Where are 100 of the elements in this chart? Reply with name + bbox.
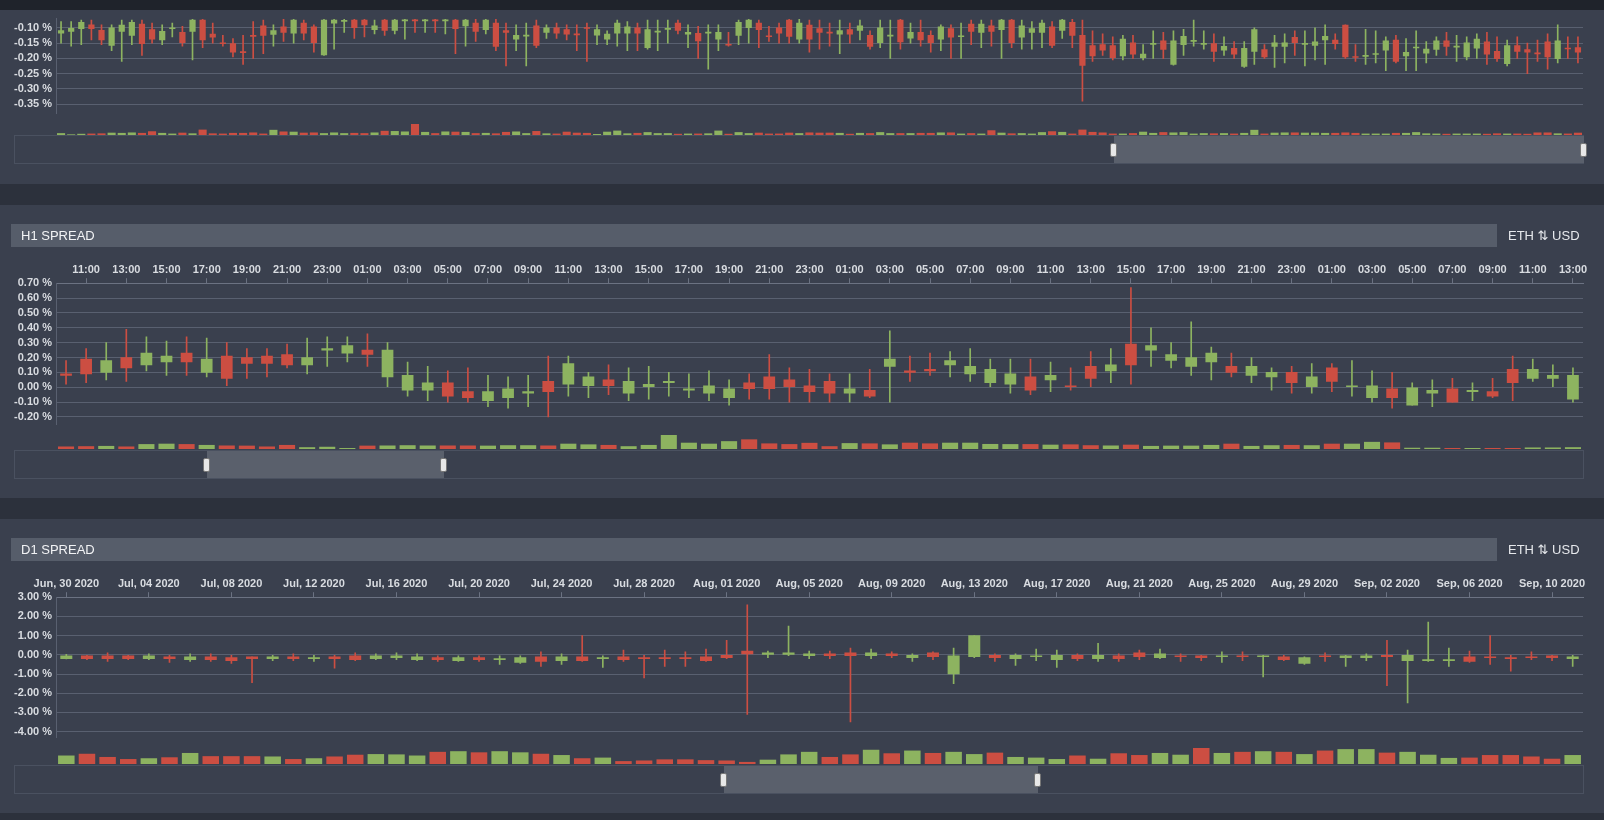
bar: [1391, 132, 1400, 135]
candlestick: [462, 367, 474, 403]
y-tick-label: -0.15 %: [14, 36, 53, 49]
bar: [901, 442, 918, 449]
bar: [388, 754, 405, 764]
bar: [780, 754, 797, 764]
bar: [264, 756, 281, 764]
bar: [1412, 132, 1421, 135]
x-tick-label: Aug, 13 2020: [940, 576, 1008, 589]
candlestick: [1566, 654, 1579, 667]
bar: [759, 759, 777, 764]
bar: [997, 132, 1006, 135]
x-tick-label: 07:00: [473, 262, 503, 275]
bar: [1250, 129, 1259, 135]
candlestick: [307, 654, 320, 662]
bar: [1089, 758, 1107, 764]
bar: [1149, 132, 1158, 135]
bar: [1564, 755, 1581, 764]
bar: [400, 131, 409, 135]
x-tick-label: Aug, 29 2020: [1270, 576, 1339, 589]
bar: [1351, 132, 1360, 135]
x-tick-label: 13:00: [1558, 262, 1588, 275]
x-tick-label: 13:00: [1076, 262, 1105, 275]
bar: [1234, 751, 1251, 764]
bar: [560, 443, 577, 449]
candlestick: [1484, 635, 1497, 665]
candlestick: [1574, 36, 1582, 64]
bar: [1082, 445, 1099, 449]
bar: [680, 442, 697, 449]
x-tick-label: 23:00: [1277, 262, 1306, 275]
bar: [1240, 132, 1249, 135]
x-tick-label: Sep, 02 2020: [1353, 576, 1420, 589]
bar: [140, 758, 158, 764]
bar: [137, 132, 146, 135]
candlestick: [944, 351, 956, 378]
bar: [1378, 752, 1396, 764]
bar: [1131, 755, 1148, 764]
bar: [1343, 443, 1360, 449]
x-tick-label: Jul, 08 2020: [200, 576, 263, 589]
bar: [861, 443, 878, 449]
y-tick-label: -0.25 %: [14, 66, 53, 79]
x-tick-label: 15:00: [634, 262, 663, 275]
bar: [883, 753, 900, 764]
y-tick-label: -0.10 %: [14, 20, 53, 33]
y-tick-label: -0.10 %: [14, 395, 53, 408]
bar: [945, 751, 962, 764]
candlestick: [1547, 364, 1559, 388]
y-tick-label: -1.00 %: [14, 667, 53, 680]
bar: [741, 439, 758, 449]
bar: [862, 749, 880, 764]
bar: [119, 759, 137, 764]
bar: [99, 756, 116, 764]
x-tick-label: 17:00: [192, 262, 221, 275]
bar: [161, 757, 178, 764]
bar: [876, 132, 885, 135]
bar: [677, 759, 694, 764]
x-tick-label: 21:00: [755, 262, 784, 275]
bar: [346, 754, 364, 764]
bar: [1401, 132, 1411, 135]
bar: [520, 445, 537, 449]
y-tick-label: 0.30 %: [17, 335, 53, 348]
x-tick-label: 11:00: [1519, 262, 1547, 275]
bar: [408, 755, 426, 764]
bar: [78, 446, 95, 449]
bar: [1461, 757, 1478, 764]
bar: [821, 446, 838, 449]
bar: [399, 445, 416, 449]
y-tick-label: 0.00 %: [17, 647, 53, 660]
y-tick-label: 3.00 %: [17, 590, 53, 603]
bar: [1069, 755, 1086, 764]
x-tick-label: 17:00: [674, 262, 703, 275]
x-tick-label: Aug, 21 2020: [1105, 576, 1173, 589]
x-tick-label: 01:00: [1317, 262, 1346, 275]
bar: [946, 132, 956, 135]
bar: [1042, 444, 1059, 449]
bar: [635, 760, 653, 764]
bar: [697, 760, 715, 764]
bar: [1169, 132, 1178, 135]
bar: [904, 750, 921, 764]
bar: [1151, 752, 1169, 764]
bar: [181, 752, 199, 764]
bar: [1364, 441, 1381, 449]
chart-title: D1 SPREAD: [11, 538, 1497, 561]
bar: [553, 755, 570, 764]
bar: [986, 752, 1004, 764]
candlestick: [250, 21, 257, 59]
bar: [1543, 132, 1552, 135]
candlestick: [1145, 327, 1157, 367]
bar: [640, 444, 657, 449]
candlestick: [401, 18, 408, 40]
candlestick: [596, 655, 609, 668]
candlestick: [57, 21, 65, 44]
bar: [279, 131, 288, 135]
x-tick-label: 15:00: [152, 262, 181, 275]
candlestick: [957, 22, 965, 59]
x-tick-label: 03:00: [1357, 262, 1387, 275]
bar: [326, 756, 343, 764]
candlestick: [522, 375, 535, 407]
bar: [500, 445, 517, 449]
bar: [926, 132, 935, 135]
